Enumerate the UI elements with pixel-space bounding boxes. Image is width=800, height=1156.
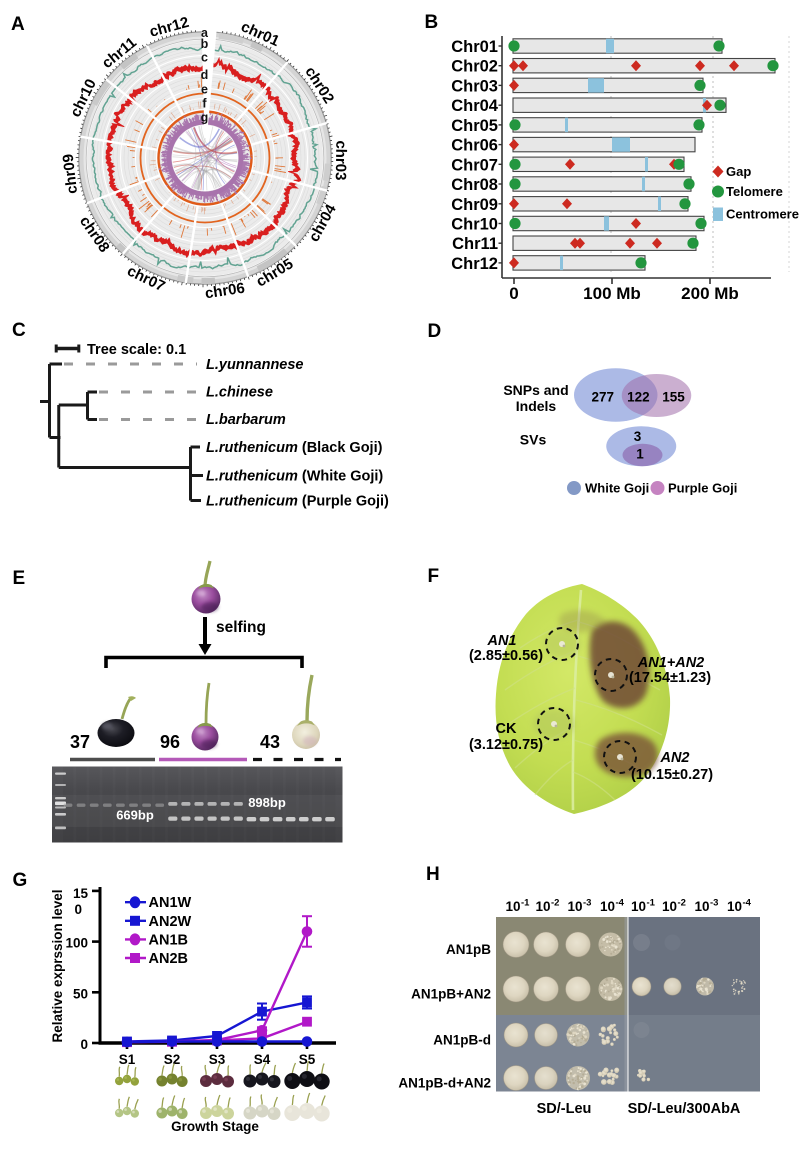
svg-text:(10.15±0.27): (10.15±0.27) — [631, 767, 713, 783]
svg-text:Gap: Gap — [726, 164, 751, 179]
svg-text:10: 10 — [567, 899, 582, 914]
svg-text:Chr02: Chr02 — [451, 58, 498, 76]
svg-text:(3.12±0.75): (3.12±0.75) — [469, 737, 543, 753]
svg-text:Chr09: Chr09 — [451, 196, 498, 214]
svg-text:155: 155 — [662, 390, 685, 405]
svg-text:Chr04: Chr04 — [451, 97, 499, 115]
svg-text:SD/-Leu: SD/-Leu — [537, 1101, 592, 1117]
svg-text:37: 37 — [70, 732, 90, 752]
svg-text:g: g — [201, 111, 209, 125]
svg-text:10: 10 — [662, 899, 677, 914]
svg-text:b: b — [201, 37, 209, 51]
svg-text:Centromere: Centromere — [726, 207, 799, 222]
svg-text:SNPs and: SNPs and — [503, 382, 568, 398]
svg-text:0: 0 — [509, 284, 518, 303]
svg-text:S1: S1 — [119, 1052, 136, 1067]
svg-text:AN1+AN2: AN1+AN2 — [637, 655, 704, 671]
svg-text:100: 100 — [65, 936, 88, 951]
svg-text:-4: -4 — [616, 898, 625, 909]
svg-text:-1: -1 — [647, 898, 656, 909]
svg-text:10: 10 — [600, 899, 615, 914]
svg-text:SD/-Leu/300AbA: SD/-Leu/300AbA — [628, 1101, 741, 1117]
svg-text:chr03: chr03 — [332, 140, 350, 180]
svg-text:L.ruthenicum (White Goji): L.ruthenicum (White Goji) — [206, 469, 383, 485]
svg-text:Chr08: Chr08 — [451, 176, 498, 194]
svg-text:15: 15 — [73, 886, 89, 901]
svg-text:Chr05: Chr05 — [451, 117, 498, 135]
svg-text:Chr03: Chr03 — [451, 77, 498, 95]
svg-text:200 Mb: 200 Mb — [681, 284, 739, 303]
svg-text:(17.54±1.23): (17.54±1.23) — [629, 670, 711, 686]
svg-text:-3: -3 — [710, 898, 718, 909]
svg-text:AN2: AN2 — [659, 750, 689, 766]
svg-text:-3: -3 — [583, 898, 591, 909]
svg-text:Indels: Indels — [516, 398, 557, 414]
svg-text:0: 0 — [80, 1037, 88, 1052]
svg-text:AN1pB: AN1pB — [446, 942, 491, 957]
svg-text:Chr11: Chr11 — [452, 235, 498, 253]
svg-text:96: 96 — [160, 732, 180, 752]
svg-text:Chr10: Chr10 — [451, 216, 498, 234]
svg-text:AN1pB+AN2: AN1pB+AN2 — [411, 987, 491, 1002]
svg-text:898bp: 898bp — [248, 795, 286, 810]
svg-text:AN1: AN1 — [486, 633, 516, 649]
svg-text:AN1pB-d: AN1pB-d — [433, 1033, 491, 1048]
svg-text:AN2W: AN2W — [149, 914, 192, 930]
svg-text:AN1B: AN1B — [149, 932, 188, 948]
svg-text:10: 10 — [535, 899, 550, 914]
svg-text:Chr07: Chr07 — [451, 156, 498, 174]
svg-text:L.ruthenicum (Black Goji): L.ruthenicum (Black Goji) — [206, 440, 383, 456]
svg-text:White Goji: White Goji — [585, 481, 649, 496]
svg-text:43: 43 — [260, 732, 280, 752]
svg-text:Telomere: Telomere — [726, 184, 783, 199]
svg-text:Chr01: Chr01 — [451, 38, 498, 56]
svg-text:-2: -2 — [551, 898, 559, 909]
svg-text:chr09: chr09 — [60, 153, 82, 195]
svg-text:1: 1 — [636, 447, 644, 462]
svg-text:100 Mb: 100 Mb — [583, 284, 641, 303]
svg-text:c: c — [201, 51, 208, 65]
svg-text:a: a — [201, 26, 209, 40]
svg-text:chr06: chr06 — [204, 280, 246, 303]
svg-text:-2: -2 — [678, 898, 686, 909]
svg-text:10: 10 — [727, 899, 742, 914]
svg-text:SVs: SVs — [520, 432, 547, 448]
svg-text:0: 0 — [74, 902, 82, 917]
svg-text:277: 277 — [592, 390, 615, 405]
svg-text:669bp: 669bp — [116, 808, 154, 823]
svg-text:S2: S2 — [164, 1052, 181, 1067]
svg-text:AN1pB-d+AN2: AN1pB-d+AN2 — [398, 1076, 491, 1091]
svg-text:e: e — [201, 82, 208, 96]
svg-text:Purple Goji: Purple Goji — [668, 481, 737, 496]
svg-text:(2.85±0.56): (2.85±0.56) — [469, 648, 543, 664]
svg-text:50: 50 — [73, 986, 88, 1001]
svg-text:10: 10 — [505, 899, 520, 914]
svg-text:d: d — [201, 68, 209, 82]
svg-text:L.ruthenicum (Purple Goji): L.ruthenicum (Purple Goji) — [206, 494, 389, 510]
svg-text:Relative exprssion level: Relative exprssion level — [50, 889, 65, 1042]
svg-text:-4: -4 — [743, 898, 752, 909]
svg-text:3: 3 — [634, 429, 642, 444]
svg-text:L.barbarum: L.barbarum — [206, 412, 286, 428]
svg-text:S4: S4 — [254, 1052, 271, 1067]
svg-text:10: 10 — [631, 899, 646, 914]
svg-text:AN1W: AN1W — [149, 895, 192, 911]
svg-text:Chr06: Chr06 — [451, 137, 498, 155]
svg-text:L.yunnannese: L.yunnannese — [206, 357, 304, 373]
svg-text:10: 10 — [694, 899, 709, 914]
svg-text:Chr12: Chr12 — [451, 255, 498, 273]
svg-text:Growth Stage: Growth Stage — [171, 1119, 259, 1134]
svg-text:-1: -1 — [521, 898, 530, 909]
svg-text:selfing: selfing — [216, 619, 266, 636]
svg-text:S3: S3 — [209, 1052, 226, 1067]
svg-text:f: f — [202, 96, 207, 110]
svg-text:AN2B: AN2B — [149, 951, 188, 967]
svg-text:S5: S5 — [299, 1052, 316, 1067]
svg-text:Tree scale: 0.1: Tree scale: 0.1 — [87, 342, 186, 358]
svg-text:L.chinese: L.chinese — [206, 385, 273, 401]
svg-text:CK: CK — [496, 721, 517, 737]
svg-text:122: 122 — [627, 390, 650, 405]
